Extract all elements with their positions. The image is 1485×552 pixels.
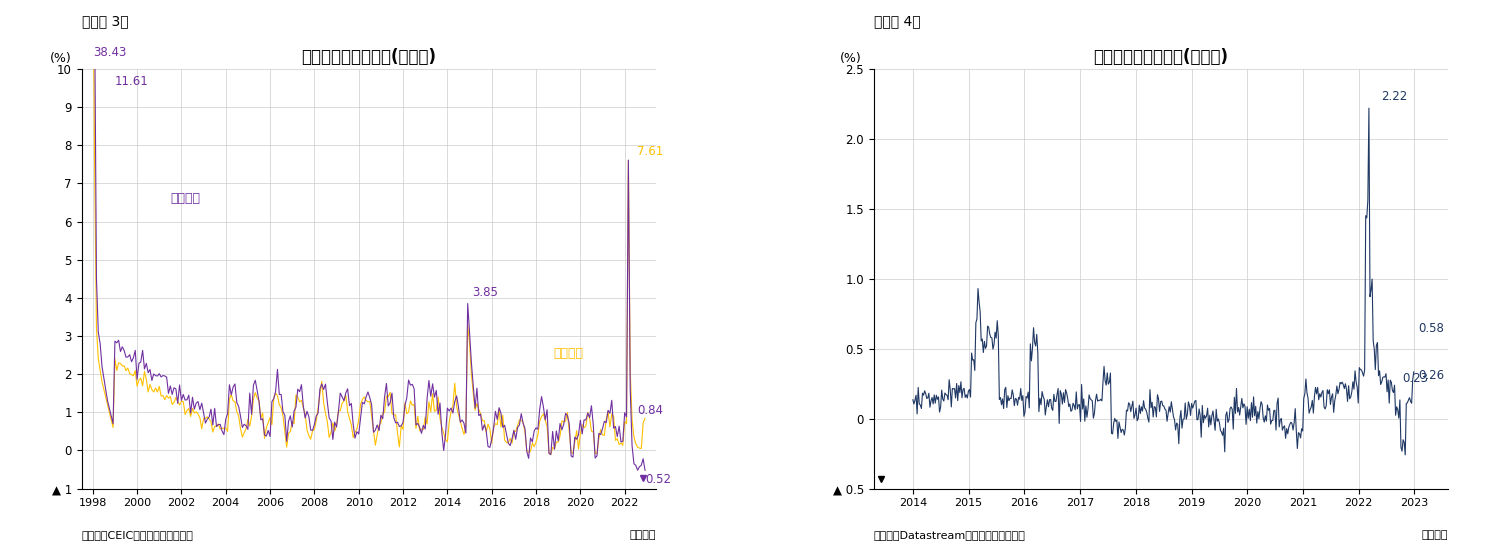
Title: ロシアのインフレ率(前週比): ロシアのインフレ率(前週比) [1093,48,1228,66]
Text: コア指数: コア指数 [554,347,584,360]
Text: (%): (%) [839,52,861,65]
Text: 0.26: 0.26 [1418,369,1445,383]
Text: （図表 3）: （図表 3） [82,14,128,29]
Text: 総合指数: 総合指数 [171,193,200,205]
Text: (%): (%) [50,52,71,65]
Text: 0.58: 0.58 [1418,322,1445,335]
Text: 11.61: 11.61 [114,75,148,88]
Text: （資料）Datastream、ロシア連邦統計局: （資料）Datastream、ロシア連邦統計局 [873,530,1026,540]
Text: （図表 4）: （図表 4） [873,14,921,29]
Text: 0.52: 0.52 [646,473,671,486]
Text: 2.22: 2.22 [1381,90,1408,103]
Text: 0.23: 0.23 [1402,372,1429,385]
Text: 0.84: 0.84 [637,404,662,417]
Title: ロシアのインフレ率(前月比): ロシアのインフレ率(前月比) [301,48,437,66]
Text: 7.61: 7.61 [637,145,664,158]
Text: （資料）CEIC、ロシア連邦統計局: （資料）CEIC、ロシア連邦統計局 [82,530,193,540]
Text: 38.43: 38.43 [92,46,126,60]
Text: （週次）: （週次） [1421,530,1448,540]
Text: （月次）: （月次） [630,530,656,540]
Text: 3.85: 3.85 [472,286,497,299]
